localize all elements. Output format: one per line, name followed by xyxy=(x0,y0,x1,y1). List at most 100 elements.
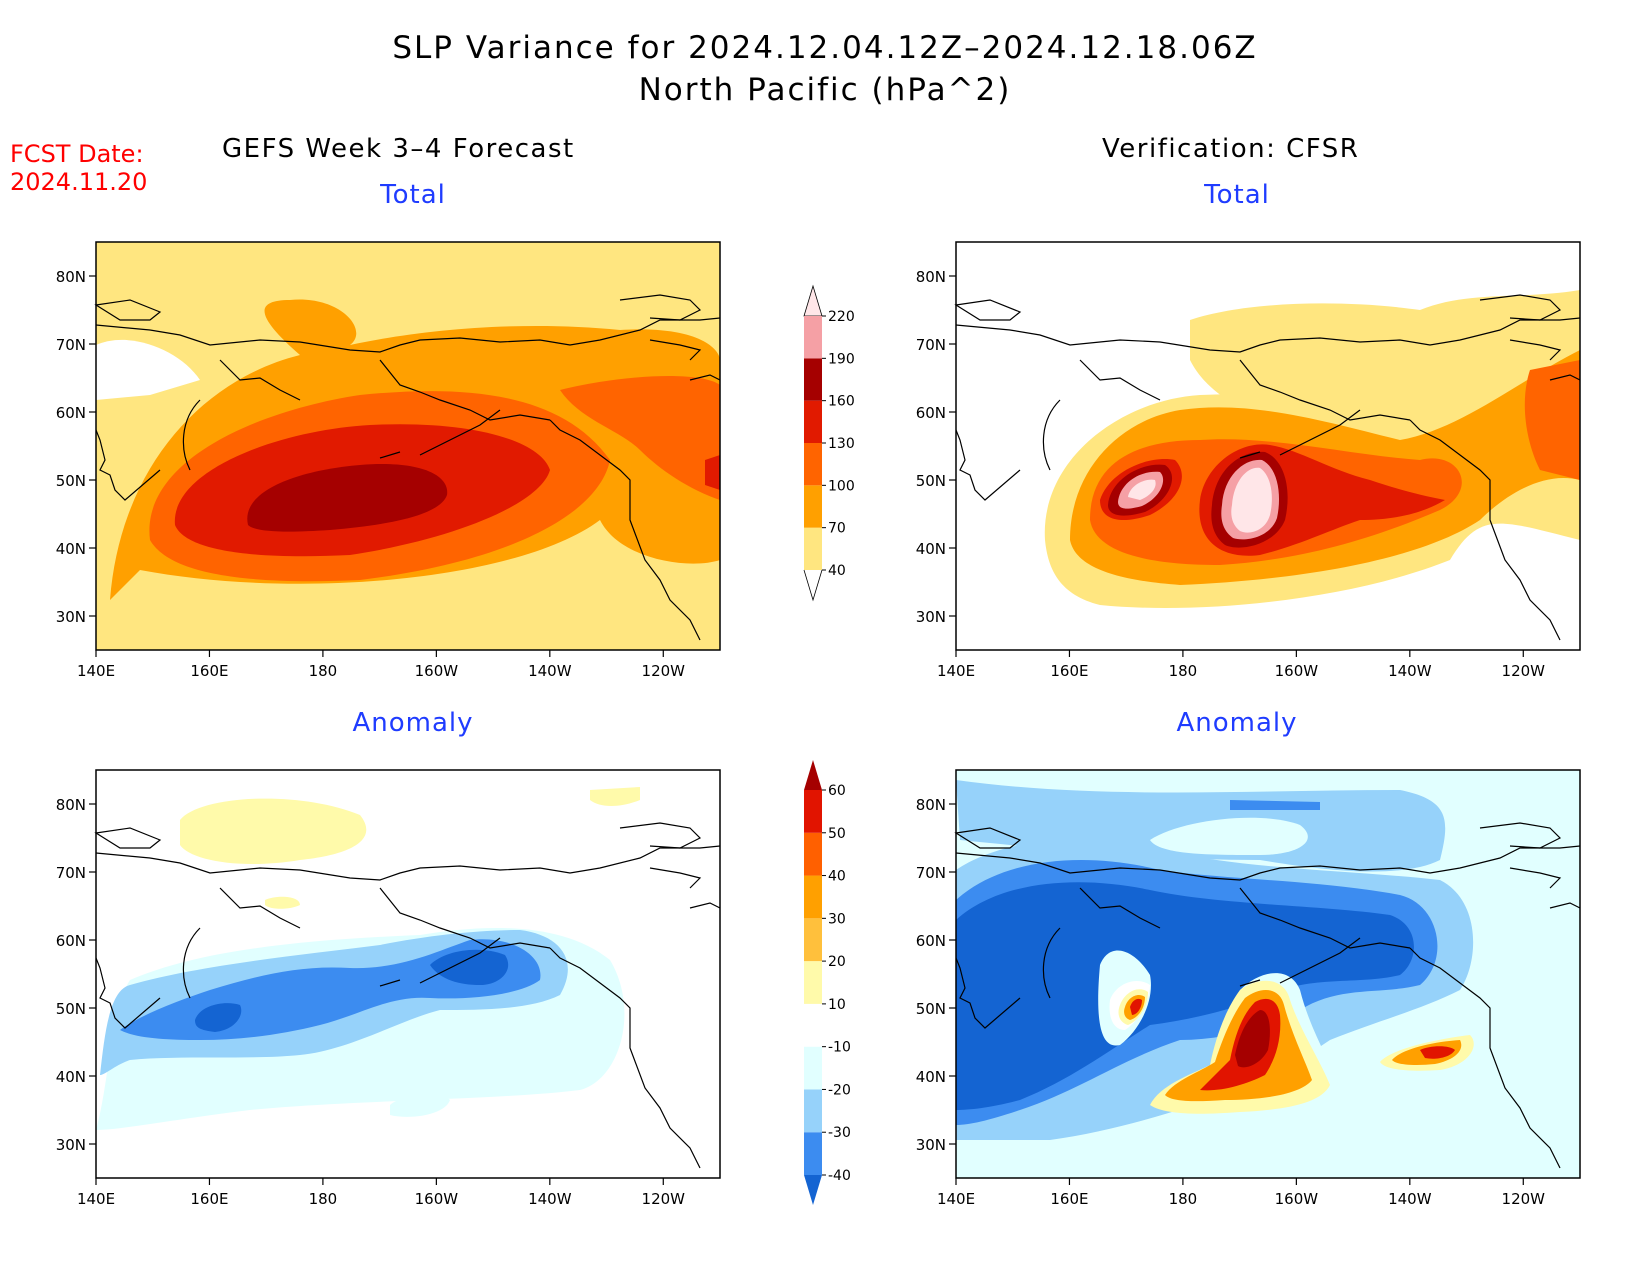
field-fill-neg-40 xyxy=(956,882,1414,1110)
fcst-date-value: 2024.11.20 xyxy=(10,168,148,196)
coastline-arctic xyxy=(94,827,721,881)
colorbar-swatch xyxy=(804,790,822,833)
colorbar-label: 40 xyxy=(828,563,846,579)
coastline-canada-islands xyxy=(1479,294,1581,381)
lat-tick-label: 40N xyxy=(916,540,946,558)
colorbar-swatch xyxy=(804,485,822,528)
lon-tick-label: 140W xyxy=(528,662,572,680)
lat-tick-label: 50N xyxy=(56,472,86,490)
field-fill-neg-30-north xyxy=(1230,800,1320,810)
lat-tick-label: 40N xyxy=(56,540,86,558)
lon-tick-label: 160E xyxy=(1050,1190,1088,1208)
field-fill-neg-40 xyxy=(195,949,509,1032)
figure-title-line2: North Pacific (hPa^2) xyxy=(638,72,1012,108)
lat-tick-label: 70N xyxy=(916,864,946,882)
lat-tick-label: 70N xyxy=(916,336,946,354)
coastline-aleutians xyxy=(379,937,501,987)
colorbar-swatch xyxy=(804,1132,822,1175)
panel-subtitle-verif-anomaly: Anomaly xyxy=(1176,708,1298,738)
lon-tick-label: 140E xyxy=(937,662,975,680)
lat-tick-label: 30N xyxy=(916,1136,946,1154)
colorbar-total: 40 70 100 130 160 190 220 xyxy=(803,284,855,602)
colorbar-swatch xyxy=(804,918,822,962)
lat-tick-label: 80N xyxy=(56,268,86,286)
lat-tick-label: 30N xyxy=(916,608,946,626)
colorbar-label: 60 xyxy=(828,783,846,799)
colorbar-label: 190 xyxy=(828,351,855,367)
lon-tick-label: 140W xyxy=(528,1190,572,1208)
lat-tick-label: 40N xyxy=(916,1068,946,1086)
lat-tick-label: 80N xyxy=(56,796,86,814)
coastline-pacific-rim xyxy=(95,359,701,641)
lat-tick-label: 60N xyxy=(916,932,946,950)
lat-tick-label: 80N xyxy=(916,796,946,814)
lon-tick-label: 160W xyxy=(415,1190,459,1208)
colorbar-swatch xyxy=(804,358,822,401)
colorbar-label: 100 xyxy=(828,478,855,494)
field-fill-10-20 xyxy=(180,798,367,865)
lon-tick-label: 120W xyxy=(642,662,686,680)
figure-title-line1: SLP Variance for 2024.12.04.12Z–2024.12.… xyxy=(392,30,1258,66)
coastline-pacific-rim xyxy=(95,887,701,1169)
coastlines xyxy=(94,294,1581,1169)
lon-tick-label: 120W xyxy=(1502,1190,1546,1208)
coastline-aleutians xyxy=(1239,937,1361,987)
colorbar-swatch xyxy=(804,961,822,1004)
colorbar-label: -40 xyxy=(828,1168,851,1184)
colorbar-label: 130 xyxy=(828,436,855,452)
lat-tick-label: 70N xyxy=(56,864,86,882)
colorbar-swatch xyxy=(804,527,822,570)
coastline-arctic xyxy=(954,827,1581,881)
colorbar-swatch xyxy=(804,443,822,486)
fcst-date: FCST Date: 2024.11.20 xyxy=(10,140,147,196)
column-header-verification: Verification: CFSR xyxy=(1102,134,1360,164)
lon-tick-label: 160E xyxy=(1050,662,1088,680)
colorbar-label: 160 xyxy=(828,394,855,410)
lon-tick-label: 140E xyxy=(77,662,115,680)
colorbar-swatch xyxy=(804,1089,822,1133)
fcst-date-label: FCST Date: xyxy=(10,140,144,168)
lat-tick-label: 50N xyxy=(916,1000,946,1018)
colorbar-swatch xyxy=(804,832,822,876)
field-fill-220 xyxy=(1128,467,1272,533)
lat-tick-label: 80N xyxy=(916,268,946,286)
column-header-forecast: GEFS Week 3–4 Forecast xyxy=(222,134,575,164)
lat-tick-label: 70N xyxy=(56,336,86,354)
lon-tick-label: 160E xyxy=(190,1190,228,1208)
lon-tick-label: 180 xyxy=(1169,662,1198,680)
panel-subtitle-fcst-total: Total xyxy=(380,180,446,210)
lon-tick-label: 160W xyxy=(415,662,459,680)
panel-verif-total xyxy=(956,242,1580,650)
colorbar-swatch xyxy=(804,875,822,919)
colorbar-label: -10 xyxy=(828,1040,851,1056)
lon-tick-label: 140W xyxy=(1388,662,1432,680)
lon-tick-label: 180 xyxy=(309,1190,338,1208)
colorbar-label: 220 xyxy=(828,309,855,325)
panel-fcst-anomaly xyxy=(96,770,720,1178)
map-frame xyxy=(95,241,721,651)
lon-tick-label: 160W xyxy=(1275,662,1319,680)
field-fill-160 xyxy=(247,464,448,532)
map-frame xyxy=(955,769,1581,1179)
lat-tick-label: 60N xyxy=(916,404,946,422)
colorbar-swatch xyxy=(804,1003,822,1047)
lat-tick-label: 60N xyxy=(56,932,86,950)
field-fill-neg-10-north xyxy=(1150,817,1308,855)
colorbar-top-arrow xyxy=(803,284,823,317)
panel-verif-anomaly xyxy=(956,770,1580,1178)
lat-tick-label: 30N xyxy=(56,1136,86,1154)
colorbar-bottom-arrow xyxy=(804,1175,822,1205)
lat-tick-label: 40N xyxy=(56,1068,86,1086)
lat-tick-label: 60N xyxy=(56,404,86,422)
lon-tick-label: 180 xyxy=(1169,1190,1198,1208)
coastline-arctic xyxy=(954,299,1581,353)
coastline-canada-islands xyxy=(619,822,721,909)
colorbar-label: 20 xyxy=(828,954,846,970)
colorbar-top-arrow xyxy=(804,760,822,790)
colorbar-label: 40 xyxy=(828,869,846,885)
lat-tick-label: 50N xyxy=(916,472,946,490)
coastline-pacific-rim xyxy=(955,359,1561,641)
colorbar-anomaly: -40 -30 -20 -10 10 20 30 40 50 60 xyxy=(804,760,851,1205)
field-fill-60 xyxy=(1235,1010,1270,1068)
